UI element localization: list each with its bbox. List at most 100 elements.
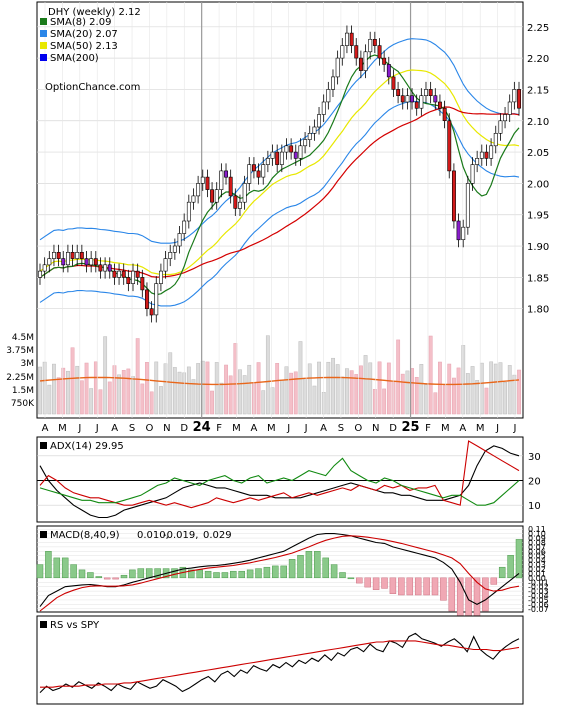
macd-histogram-bar	[314, 551, 321, 579]
volume-bar	[307, 363, 312, 415]
candle-body	[270, 151, 275, 159]
macd-histogram-bar	[372, 577, 380, 590]
volume-bar	[196, 363, 201, 415]
candle-body	[503, 114, 507, 122]
time-tick-label: F	[216, 423, 222, 434]
macd-histogram-bar	[221, 572, 229, 579]
volume-bar	[465, 373, 470, 415]
candle-body	[465, 183, 470, 228]
price-tick-label: 2.20	[527, 54, 549, 65]
volume-bar	[289, 372, 294, 415]
macd-histogram-bar	[78, 569, 86, 579]
sma50-line	[39, 69, 520, 276]
volume-bar	[503, 382, 507, 415]
candle-body	[368, 38, 373, 53]
macd-tick-label: 0.10	[528, 530, 546, 539]
volume-bar	[382, 388, 387, 415]
candle-body	[335, 57, 340, 78]
macd-histogram-bar	[288, 559, 296, 579]
candle-body	[424, 89, 428, 97]
rs-panel-frame	[36, 615, 524, 705]
time-tick-label: J	[513, 423, 517, 434]
candle-body	[344, 32, 349, 46]
candle-body	[447, 120, 452, 172]
candle-body	[428, 89, 433, 97]
volume-bar	[149, 391, 154, 415]
macd-histogram-bar	[339, 572, 346, 579]
volume-bar	[56, 377, 61, 415]
volume-bar	[42, 361, 47, 415]
candle-body	[210, 189, 214, 203]
volume-bar	[447, 363, 452, 415]
legend-label: SMA(20) 2.07	[50, 29, 118, 40]
candle-body	[410, 95, 414, 103]
volume-tick-label: 2.25M	[6, 373, 34, 383]
volume-bar	[107, 381, 112, 415]
time-tick-label: J	[286, 423, 290, 434]
volume-bar	[98, 389, 103, 415]
volume-bar	[479, 362, 484, 415]
volume-bar	[298, 341, 303, 415]
candle-body	[47, 258, 52, 266]
time-tick-label: A	[42, 423, 49, 434]
volume-bar	[396, 339, 401, 415]
volume-bar	[326, 361, 331, 415]
macd-tick-label: -0.06	[528, 600, 549, 609]
macd-histogram-bar	[423, 577, 430, 596]
price-panel-frame	[36, 1, 524, 419]
volume-bar	[242, 375, 247, 415]
candle-body	[354, 45, 359, 59]
volume-bar	[159, 386, 163, 415]
volume-bar	[293, 371, 298, 415]
candle-body	[98, 264, 103, 272]
macd-tick-label: 0.09	[528, 534, 546, 543]
volume-bar	[205, 361, 210, 415]
macd-histogram-bar	[406, 577, 414, 596]
macd-histogram-bar	[87, 572, 94, 579]
volume-bar	[168, 352, 173, 415]
candle-body	[321, 101, 326, 115]
candle-body	[275, 151, 280, 165]
macd-tick-label: 0.00	[528, 574, 546, 583]
volume-bar	[428, 335, 433, 415]
macd-tick-label: 0.08	[528, 538, 546, 547]
volume-bar	[265, 335, 270, 415]
macd-value: 0.010,	[137, 530, 169, 541]
time-tick-label: O	[354, 423, 362, 434]
volume-bar	[66, 370, 70, 415]
volume-bar	[456, 367, 461, 415]
candle-body	[433, 95, 438, 103]
price-tick-label: 2.00	[527, 179, 549, 190]
candle-body	[307, 133, 312, 140]
candle-body	[382, 57, 387, 65]
volume-bar	[275, 363, 280, 415]
macd-tick-label: 0.05	[528, 552, 546, 561]
macd-histogram-bar	[448, 577, 456, 612]
candle-body	[126, 277, 131, 284]
adx-tick-label: 20	[528, 477, 541, 488]
macd-histogram-bar	[297, 555, 304, 579]
sma20-lower-band	[39, 100, 520, 307]
volume-bar	[84, 362, 89, 415]
macd-histogram-bar	[61, 557, 69, 579]
time-tick-label: J	[77, 423, 81, 434]
macd-histogram-bar	[53, 557, 61, 579]
rs-series-line	[40, 640, 520, 688]
macd-histogram-bar	[280, 565, 287, 579]
macd-histogram-bar	[196, 569, 203, 579]
macd-histogram-bar	[238, 570, 245, 579]
time-tick-label: J	[304, 423, 308, 434]
candle-body	[317, 114, 321, 128]
volume-bar	[391, 380, 396, 415]
volume-tick-label: 1.5M	[12, 386, 34, 396]
macd-histogram-bar	[381, 577, 388, 589]
macd-histogram-bar	[213, 572, 220, 579]
volume-bar	[493, 363, 498, 415]
volume-bar	[452, 377, 456, 415]
candle-body	[66, 252, 70, 266]
volume-bar	[433, 392, 438, 415]
adx-series-line	[39, 457, 520, 506]
volume-bar	[270, 387, 275, 415]
candle-body	[437, 101, 442, 109]
macd-histogram-bar	[112, 577, 119, 580]
